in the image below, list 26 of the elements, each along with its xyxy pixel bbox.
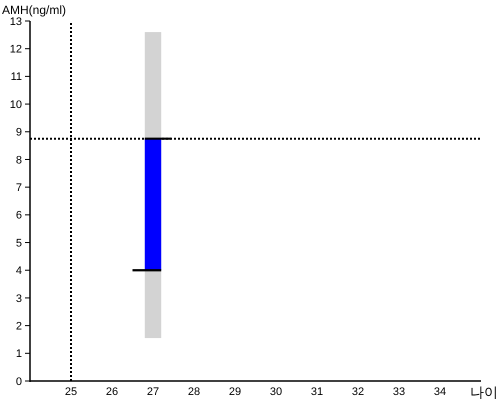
y-tick-label: 2 [16,320,22,332]
x-tick-label: 27 [146,386,160,398]
y-tick-label: 7 [16,182,22,194]
y-tick-label: 6 [16,210,22,222]
x-tick-label: 25 [64,386,78,398]
y-tick-label: 0 [16,376,22,388]
y-tick-label: 10 [10,98,22,111]
y-axis-title: AMH(ng/ml) [2,3,66,17]
x-tick-label: 28 [188,386,200,398]
x-tick-label: 32 [352,386,364,398]
x-tick-label: 34 [434,386,446,398]
x-tick-label: 26 [106,386,118,398]
y-tick-label: 1 [16,348,22,360]
x-tick-label: 30 [270,386,282,398]
y-tick-label: 5 [16,237,22,250]
y-tick-label: 12 [10,44,22,56]
x-axis-title: 나이 [470,384,498,400]
y-tick-label: 13 [10,16,22,28]
x-tick-label: 31 [310,386,324,398]
y-tick-label: 3 [16,292,22,305]
y-tick-label: 9 [16,126,22,139]
y-tick-label: 4 [16,265,22,278]
x-tick-label: 29 [228,386,242,398]
y-tick-label: 8 [16,154,22,166]
y-tick-label: 11 [10,71,22,84]
x-tick-label: 33 [392,386,406,398]
